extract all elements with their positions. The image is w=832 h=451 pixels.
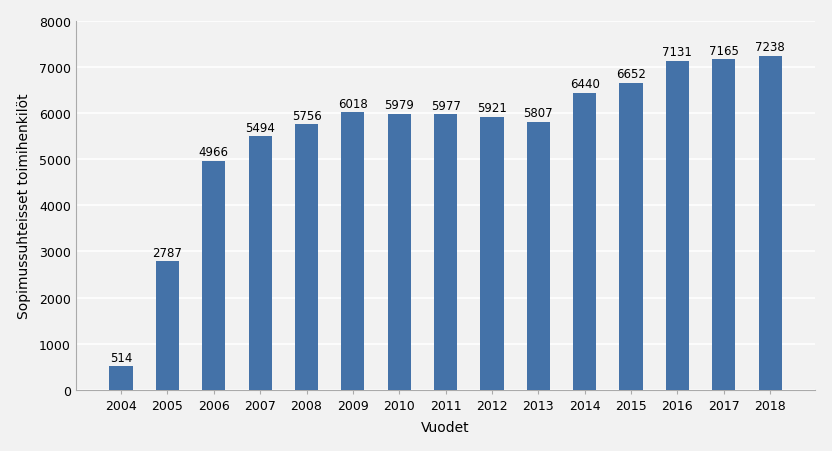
Text: 7165: 7165 [709, 45, 739, 58]
Bar [156, 262, 179, 390]
Text: 4966: 4966 [199, 146, 229, 159]
Text: 6018: 6018 [338, 97, 368, 110]
Text: 6652: 6652 [617, 68, 646, 81]
Text: 5756: 5756 [292, 110, 321, 122]
Bar [202, 161, 225, 390]
Text: 5979: 5979 [384, 99, 414, 112]
Bar [434, 115, 458, 390]
Text: 5977: 5977 [431, 99, 461, 112]
Bar [759, 57, 782, 390]
Text: 5494: 5494 [245, 121, 275, 134]
Text: 7238: 7238 [755, 41, 785, 54]
Bar [527, 123, 550, 390]
Bar [295, 125, 318, 390]
Bar [249, 137, 272, 390]
X-axis label: Vuodet: Vuodet [421, 420, 470, 434]
Bar [620, 84, 642, 390]
Text: 6440: 6440 [570, 78, 600, 91]
Bar [712, 60, 735, 390]
Bar [573, 93, 597, 390]
Bar [480, 117, 503, 390]
Text: 7131: 7131 [662, 46, 692, 59]
Bar [341, 113, 364, 390]
Y-axis label: Sopimussuhteisset toimihenkilöt: Sopimussuhteisset toimihenkilöt [17, 93, 31, 318]
Bar [666, 62, 689, 390]
Bar [388, 115, 411, 390]
Bar [110, 366, 132, 390]
Text: 5921: 5921 [477, 102, 507, 115]
Text: 514: 514 [110, 351, 132, 364]
Text: 5807: 5807 [523, 107, 553, 120]
Text: 2787: 2787 [152, 246, 182, 259]
